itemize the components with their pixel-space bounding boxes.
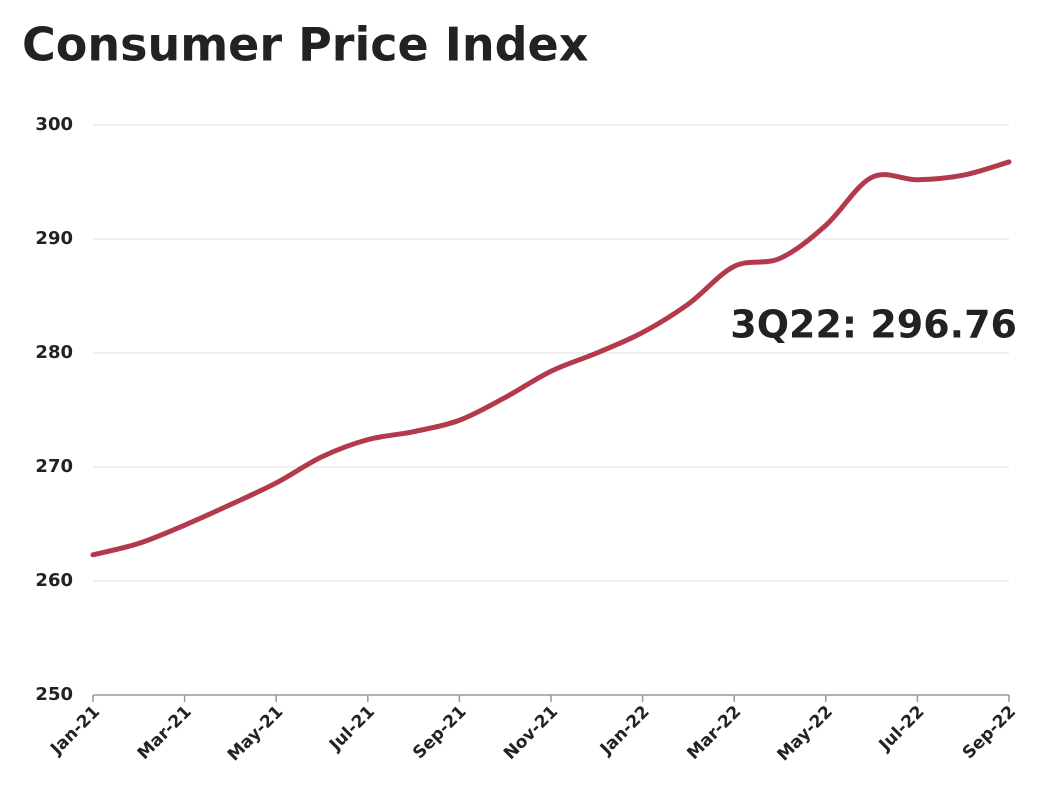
y-tick-label: 250 (35, 684, 73, 705)
y-tick-label: 270 (35, 456, 73, 477)
x-tick-label: Jul-22 (875, 702, 929, 756)
line (90, 159, 1012, 558)
annotation: 3Q22: 296.76 (730, 303, 1017, 347)
x-tick-label: Sep-22 (959, 702, 1020, 763)
x-tick-label: Jan-21 (46, 702, 104, 760)
x-tick-label: May-21 (224, 702, 287, 765)
x-tick-label: Sep-21 (409, 702, 470, 763)
x-tick-label: Mar-22 (683, 702, 745, 764)
chart-title: Consumer Price Index (22, 18, 588, 72)
y-tick-label: 280 (35, 342, 73, 363)
x-tick-label: Mar-21 (134, 702, 196, 764)
x-tick-label: Nov-21 (500, 702, 562, 764)
y-tick-label: 300 (35, 114, 73, 135)
y-tick-label: 260 (35, 570, 73, 591)
y-tick-label: 290 (35, 228, 73, 249)
x-tick-label: Jan-22 (596, 702, 654, 760)
x-tick-label: Jul-21 (325, 702, 379, 756)
x-tick-label: May-22 (773, 702, 836, 765)
